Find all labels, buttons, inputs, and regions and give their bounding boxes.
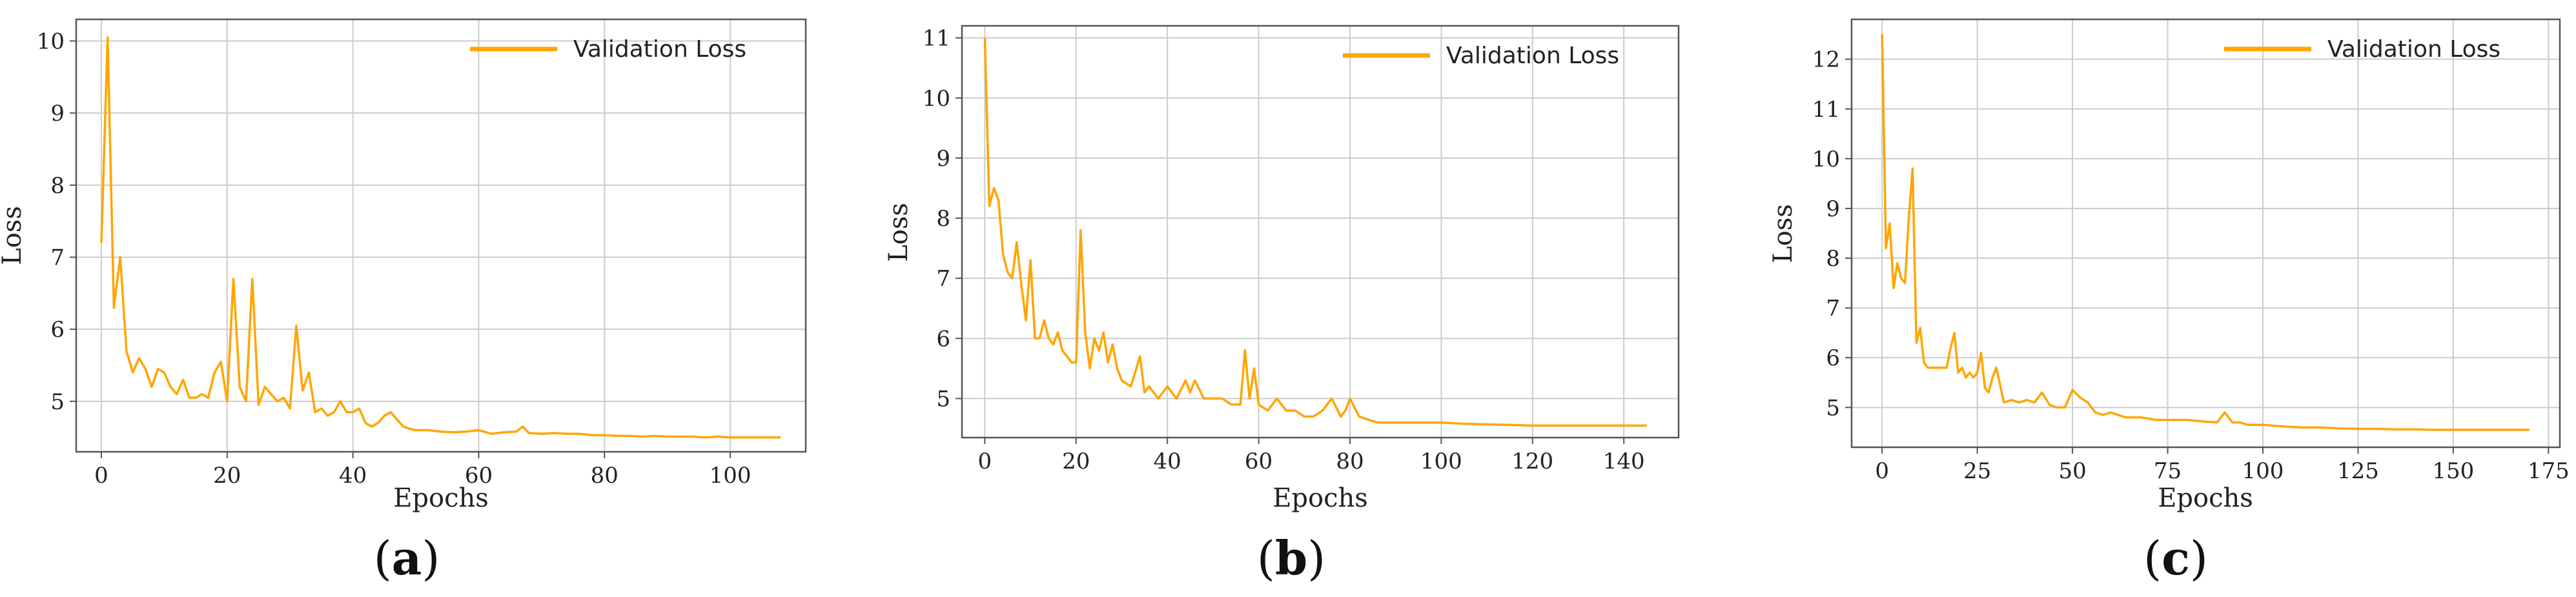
x-tick-label: 80 <box>591 463 618 489</box>
x-tick-label: 140 <box>1603 449 1645 474</box>
chart-panel-a: 0 20 40 60 80 100 5 6 7 8 9 10 Epochs Loss Validation … <box>0 18 807 585</box>
legend-label: Validation Loss <box>573 36 746 63</box>
caption-paren-close: ) <box>1307 531 1325 585</box>
x-tick-label: 20 <box>1062 449 1090 474</box>
series-line-validation-loss <box>100 36 781 439</box>
y-axis-label: Loss <box>0 206 27 265</box>
y-tick-label: 7 <box>50 245 65 271</box>
caption-letter: c <box>2162 531 2190 585</box>
y-tick-label: 9 <box>1826 196 1840 222</box>
y-axis-label: Loss <box>884 203 914 262</box>
y-axis-label: Loss <box>1768 204 1798 263</box>
y-tick-label: 6 <box>936 326 950 352</box>
caption-paren-open: ( <box>2143 531 2162 585</box>
x-axis-label: Epochs <box>393 483 489 513</box>
y-tick-label: 8 <box>1826 246 1840 272</box>
y-tick-label: 9 <box>936 146 950 172</box>
chart-panel-b: 0 20 40 60 80 100 120 140 5 6 7 8 9 10 11 Epochs Loss Val… <box>884 25 1680 585</box>
y-tick-label: 8 <box>50 173 65 199</box>
plot-frame <box>1850 18 2561 449</box>
panel-caption: (a) <box>374 531 440 585</box>
x-tick-label: 40 <box>1154 449 1181 474</box>
y-tick-label: 12 <box>1812 47 1840 73</box>
y-tick-label: 5 <box>1826 395 1840 421</box>
caption-paren-open: ( <box>1257 531 1275 585</box>
x-tick-label: 60 <box>1245 449 1273 474</box>
y-tick-label: 6 <box>1826 345 1840 371</box>
caption-paren-open: ( <box>374 531 392 585</box>
plot-frame <box>75 18 807 453</box>
y-tick-label: 7 <box>936 266 950 292</box>
y-tick-label: 10 <box>1812 147 1840 172</box>
legend-label: Validation Loss <box>1446 43 1619 69</box>
x-tick-label: 40 <box>339 463 367 489</box>
y-tick-label: 5 <box>936 386 950 412</box>
y-tick-label: 7 <box>1826 296 1840 321</box>
y-tick-label: 6 <box>50 317 65 343</box>
y-tick-label: 10 <box>923 86 950 112</box>
x-tick-label: 80 <box>1336 449 1364 474</box>
y-tick-label: 11 <box>923 26 950 52</box>
plot-frame <box>961 25 1680 439</box>
y-tick-label: 10 <box>37 29 65 55</box>
legend-label: Validation Loss <box>2327 36 2500 63</box>
panel-caption: (c) <box>2143 531 2208 585</box>
panel-caption: (b) <box>1257 531 1326 585</box>
x-tick-label: 20 <box>213 463 241 489</box>
x-tick-label: 0 <box>1875 458 1889 484</box>
x-tick-label: 120 <box>1511 449 1553 474</box>
x-tick-label: 150 <box>2432 458 2474 484</box>
y-tick-label: 9 <box>50 101 65 126</box>
y-tick-label: 5 <box>50 389 65 415</box>
caption-letter: a <box>392 531 422 585</box>
y-tick-label: 8 <box>936 206 950 232</box>
series-line-validation-loss <box>1881 34 2530 431</box>
caption-paren-close: ) <box>2190 531 2208 585</box>
x-tick-label: 100 <box>710 463 751 489</box>
x-tick-label: 100 <box>1420 449 1462 474</box>
x-tick-label: 60 <box>465 463 493 489</box>
x-tick-label: 0 <box>978 449 992 474</box>
y-tick-label: 11 <box>1812 97 1840 123</box>
x-axis-label: Epochs <box>2158 483 2253 513</box>
x-tick-label: 25 <box>1963 458 1991 484</box>
x-tick-label: 75 <box>2154 458 2182 484</box>
x-tick-label: 0 <box>94 463 108 489</box>
x-tick-label: 100 <box>2242 458 2284 484</box>
caption-paren-close: ) <box>422 531 440 585</box>
x-tick-label: 50 <box>2058 458 2086 484</box>
series-line-validation-loss <box>983 37 1647 427</box>
x-axis-label: Epochs <box>1273 483 1368 513</box>
chart-panel-c: 0 25 50 75 100 125 150 175 5 6 7 8 9 10 11 12 Epochs Loss… <box>1768 18 2570 585</box>
x-tick-label: 175 <box>2528 458 2570 484</box>
x-tick-label: 125 <box>2337 458 2379 484</box>
caption-letter: b <box>1275 531 1307 585</box>
